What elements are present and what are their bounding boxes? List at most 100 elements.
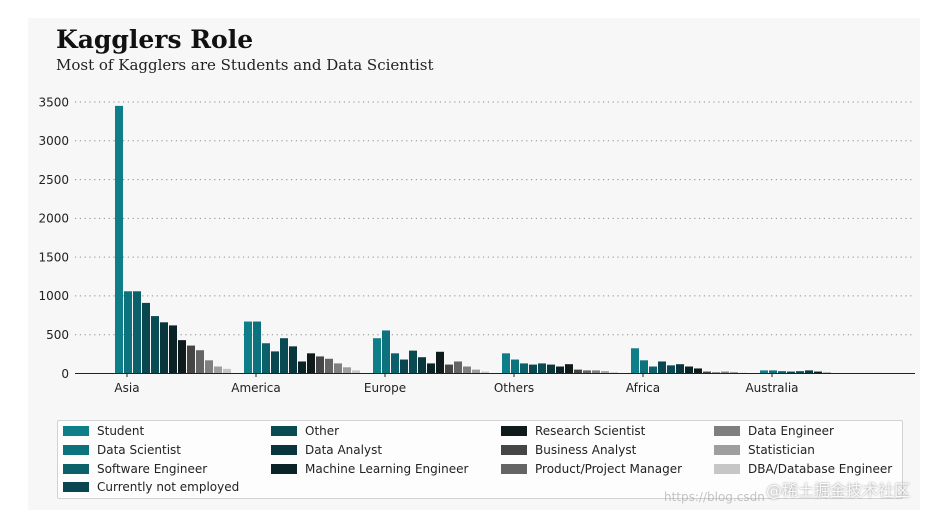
x-tick-label-europe: Europe [364, 381, 406, 395]
watermark-url: https://blog.csdn [664, 490, 765, 504]
bar-statistician-america [343, 367, 351, 374]
legend-label: Software Engineer [97, 461, 208, 476]
legend-swatch [63, 482, 89, 493]
bar-data-engineer-america [334, 363, 342, 374]
legend-swatch [63, 444, 89, 455]
bar-data-analyst-asia [160, 322, 168, 374]
bar-data-engineer-europe [463, 366, 471, 374]
bar-research-scientist-others [565, 364, 573, 374]
legend-swatch [63, 463, 89, 474]
bar-research-scientist-africa [694, 368, 702, 374]
bar-data-engineer-africa [721, 371, 729, 374]
x-tick-label-australia: Australia [745, 381, 798, 395]
bar-data-analyst-others [547, 364, 555, 374]
bar-currently-not-employed-australia [787, 371, 795, 374]
bar-student-america [244, 321, 252, 374]
legend-label: Statistician [748, 442, 815, 457]
bar-data-analyst-africa [676, 364, 684, 374]
legend-label: Data Analyst [305, 442, 383, 457]
bar-student-europe [373, 338, 381, 374]
bar-research-scientist-asia [178, 340, 186, 374]
bar-business-analyst-africa [703, 371, 711, 374]
legend-label: Business Analyst [535, 442, 637, 457]
bar-currently-not-employed-others [529, 364, 537, 374]
bar-currently-not-employed-europe [400, 359, 408, 374]
chart-title: Kagglers Role [56, 25, 254, 54]
y-tick-label: 3000 [38, 134, 69, 148]
y-tick-label: 1500 [38, 250, 69, 264]
bar-dba-database-engineer-others [610, 372, 618, 374]
legend-label: Machine Learning Engineer [305, 461, 469, 476]
watermark-site: @稀土掘金技术社区 [766, 481, 911, 500]
bar-currently-not-employed-america [271, 351, 279, 374]
bar-software-engineer-europe [391, 353, 399, 374]
bar-student-africa [631, 348, 639, 374]
y-tick-label: 3500 [38, 95, 69, 109]
bar-software-engineer-africa [649, 366, 657, 374]
chart-subtitle: Most of Kagglers are Students and Data S… [56, 56, 434, 74]
bar-statistician-others [601, 371, 609, 374]
bar-product-project-manager-africa [712, 372, 720, 374]
legend-swatch [714, 444, 740, 455]
bar-data-scientist-others [511, 359, 519, 374]
x-tick-label-asia: Asia [114, 381, 139, 395]
bar-business-analyst-america [316, 356, 324, 374]
legend: Student Data Scientist Software Engineer Cu… [57, 420, 903, 499]
bar-other-africa [667, 365, 675, 374]
bar-product-project-manager-asia [196, 350, 204, 374]
legend-swatch [63, 426, 89, 436]
bar-data-scientist-europe [382, 330, 390, 374]
bar-product-project-manager-america [325, 358, 333, 374]
bar-data-scientist-australia [769, 370, 777, 374]
bar-software-engineer-asia [133, 291, 141, 374]
legend-label: DBA/Database Engineer [748, 461, 893, 476]
bar-other-others [538, 363, 546, 374]
bar-research-scientist-europe [436, 351, 444, 374]
bar-machine-learning-engineer-asia [169, 325, 177, 374]
legend-swatch [501, 463, 527, 474]
bar-currently-not-employed-asia [142, 302, 150, 374]
bar-software-engineer-america [262, 343, 270, 374]
legend-swatch [271, 463, 297, 474]
legend-swatch [501, 426, 527, 436]
bar-data-analyst-australia [805, 370, 813, 374]
legend-label: Student [97, 424, 145, 438]
bar-software-engineer-others [520, 363, 528, 374]
bar-data-scientist-asia [124, 291, 132, 374]
legend-swatch [714, 463, 740, 474]
bar-statistician-europe [472, 369, 480, 374]
bar-product-project-manager-europe [454, 361, 462, 374]
bar-business-analyst-europe [445, 364, 453, 374]
bar-machine-learning-engineer-others [556, 366, 564, 374]
bar-business-analyst-asia [187, 345, 195, 374]
bar-other-asia [151, 316, 159, 374]
bar-data-engineer-asia [205, 360, 213, 374]
bar-data-scientist-america [253, 321, 261, 374]
bar-student-others [502, 353, 510, 374]
bar-dba-database-engineer-europe [481, 371, 489, 374]
bar-statistician-asia [214, 366, 222, 374]
legend-swatch [501, 444, 527, 455]
legend-label: Currently not employed [97, 480, 240, 495]
bar-currently-not-employed-africa [658, 361, 666, 374]
bar-other-america [280, 338, 288, 374]
x-tick-label-america: America [231, 381, 281, 395]
bar-student-asia [115, 105, 123, 374]
bar-other-australia [796, 371, 804, 374]
bar-software-engineer-australia [778, 371, 786, 374]
legend-label: Data Engineer [748, 424, 834, 438]
legend-swatch [714, 426, 740, 436]
legend-label: Research Scientist [535, 424, 646, 438]
y-tick-label: 2000 [38, 212, 69, 226]
bar-dba-database-engineer-asia [223, 368, 231, 374]
x-tick-label-others: Others [494, 381, 534, 395]
bar-machine-learning-engineer-america [298, 361, 306, 374]
bar-machine-learning-engineer-africa [685, 366, 693, 374]
y-tick-label: 2500 [38, 173, 69, 187]
y-tick-label: 1000 [38, 289, 69, 303]
legend-swatch [271, 426, 297, 436]
bar-machine-learning-engineer-europe [427, 363, 435, 374]
x-tick-label-africa: Africa [626, 381, 660, 395]
